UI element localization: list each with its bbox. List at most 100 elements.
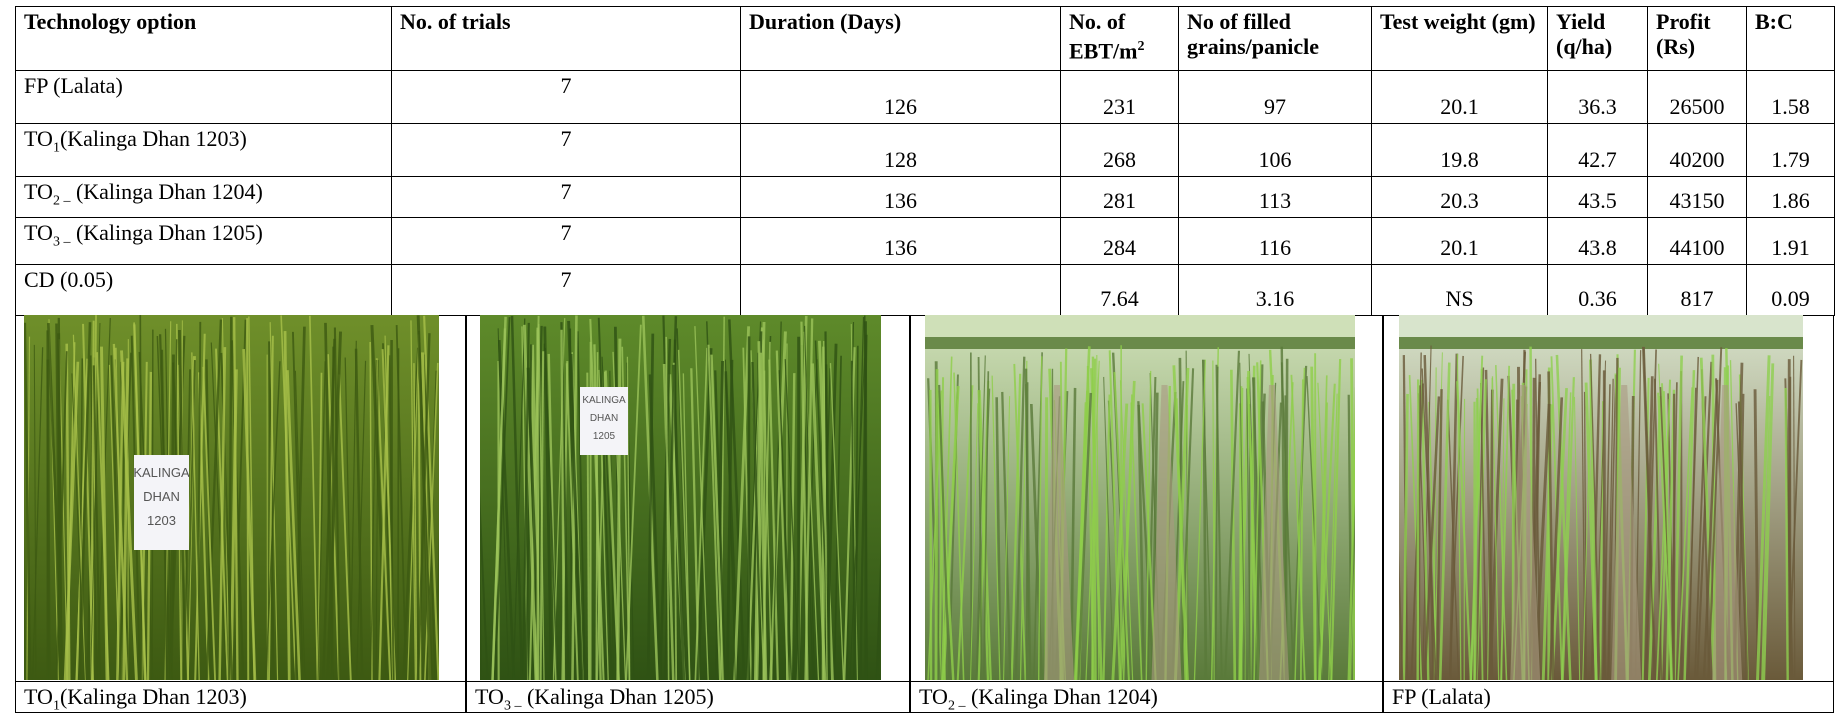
table-cell: 106 xyxy=(1179,124,1372,177)
table-cell xyxy=(741,265,1061,316)
cell-text: 19.8 xyxy=(1440,147,1479,172)
header-cell: B:C xyxy=(1747,7,1835,71)
cell-text: 43.8 xyxy=(1578,235,1617,260)
sign-text: KALINGA xyxy=(133,465,190,480)
cell-text: Technology option xyxy=(24,9,196,34)
cell-text: 128 xyxy=(884,147,917,172)
cell-text: NS xyxy=(1445,286,1473,311)
header-cell: No. of EBT/m2 xyxy=(1061,7,1179,71)
results-table: Technology option No. of trials Duration (… xyxy=(15,6,1835,316)
table-cell: TO2 – (Kalinga Dhan 1204) xyxy=(16,177,392,218)
sign-text: 1203 xyxy=(147,513,176,528)
cell-text: (Kalinga Dhan 1205) xyxy=(521,684,713,709)
cell-text: 1.86 xyxy=(1771,188,1810,213)
header-cell: Duration (Days) xyxy=(741,7,1061,71)
cell-text: (Kalinga Dhan 1203) xyxy=(60,684,247,709)
cell-text: 136 xyxy=(884,188,917,213)
table-cell: 7 xyxy=(392,265,741,316)
table-cell: 43150 xyxy=(1648,177,1747,218)
table-cell: 7 xyxy=(392,71,741,124)
cell-text: (Kalinga Dhan 1203) xyxy=(60,126,247,151)
cell-text: 43150 xyxy=(1670,188,1725,213)
table-cell: 7 xyxy=(392,218,741,265)
table-cell: TO1(Kalinga Dhan 1203) xyxy=(16,124,392,177)
cell-text: 7 xyxy=(561,220,572,245)
cell-text: 36.3 xyxy=(1578,94,1617,119)
sign-text: DHAN xyxy=(590,413,618,424)
cell-text: 20.1 xyxy=(1440,94,1479,119)
header-cell: No of filled grains/panicle xyxy=(1179,7,1372,71)
photo-caption: FP (Lalata) xyxy=(1384,681,1833,712)
table-cell: 7 xyxy=(392,177,741,218)
table-cell: 36.3 xyxy=(1548,71,1648,124)
cell-text: No. of EBT/m xyxy=(1069,9,1137,63)
cell-text: TO xyxy=(24,126,53,151)
photo-cell: FP (Lalata) xyxy=(1383,315,1834,713)
table-cell: 113 xyxy=(1179,177,1372,218)
cell-text: 116 xyxy=(1259,235,1291,260)
cell-text: CD (0.05) xyxy=(24,267,113,292)
table-cell: 7 xyxy=(392,124,741,177)
table-cell: 0.09 xyxy=(1747,265,1835,316)
table-cell: 7.64 xyxy=(1061,265,1179,316)
table-cell: 1.79 xyxy=(1747,124,1835,177)
subscript: 2 – xyxy=(948,698,966,713)
cell-text: Test weight (gm) xyxy=(1380,9,1536,34)
cell-text: (Kalinga Dhan 1204) xyxy=(70,179,262,204)
table-cell: FP (Lalata) xyxy=(16,71,392,124)
table-cell: 97 xyxy=(1179,71,1372,124)
photo xyxy=(925,315,1355,680)
table-cell: 20.1 xyxy=(1372,71,1548,124)
cell-text: TO xyxy=(24,179,53,204)
cell-text: 7 xyxy=(561,126,572,151)
cell-text: 7 xyxy=(561,73,572,98)
cell-text: 20.3 xyxy=(1440,188,1479,213)
cell-text: 42.7 xyxy=(1578,147,1617,172)
cell-text: 40200 xyxy=(1670,147,1725,172)
header-cell: No. of trials xyxy=(392,7,741,71)
cell-text: 126 xyxy=(884,94,917,119)
cell-text: Duration (Days) xyxy=(749,9,901,34)
table-cell: 136 xyxy=(741,177,1061,218)
sign-text: 1205 xyxy=(593,431,616,442)
subscript: 2 – xyxy=(53,193,71,208)
table-cell: CD (0.05) xyxy=(16,265,392,316)
cell-text: B:C xyxy=(1755,9,1793,34)
photo-cell: TO2 – (Kalinga Dhan 1204) xyxy=(910,315,1383,713)
photo-caption: TO3 – (Kalinga Dhan 1205) xyxy=(467,681,909,712)
cell-text: 0.36 xyxy=(1578,286,1617,311)
cell-text: 281 xyxy=(1103,188,1136,213)
table-cell: 128 xyxy=(741,124,1061,177)
cell-text: 284 xyxy=(1103,235,1136,260)
table-cell: 1.58 xyxy=(1747,71,1835,124)
cell-text: FP (Lalata) xyxy=(24,73,123,98)
cell-text: 97 xyxy=(1264,94,1286,119)
cell-text: 7.64 xyxy=(1100,286,1139,311)
subscript: 1 xyxy=(53,698,60,713)
table-cell: TO3 – (Kalinga Dhan 1205) xyxy=(16,218,392,265)
table-cell: 1.91 xyxy=(1747,218,1835,265)
cell-text: Profit (Rs) xyxy=(1656,9,1711,59)
cell-text: 20.1 xyxy=(1440,235,1479,260)
cell-text: Yield (q/ha) xyxy=(1556,9,1612,59)
cell-text: TO xyxy=(24,684,53,709)
table-cell: 20.3 xyxy=(1372,177,1548,218)
cell-text: 106 xyxy=(1259,147,1292,172)
cell-text: 817 xyxy=(1681,286,1714,311)
table-cell: NS xyxy=(1372,265,1548,316)
table-cell: 116 xyxy=(1179,218,1372,265)
cell-text: 136 xyxy=(884,235,917,260)
header-cell: Profit (Rs) xyxy=(1648,7,1747,71)
table-cell: 281 xyxy=(1061,177,1179,218)
table-cell: 284 xyxy=(1061,218,1179,265)
cell-text: 1.58 xyxy=(1771,94,1810,119)
photo-caption: TO2 – (Kalinga Dhan 1204) xyxy=(911,681,1382,712)
